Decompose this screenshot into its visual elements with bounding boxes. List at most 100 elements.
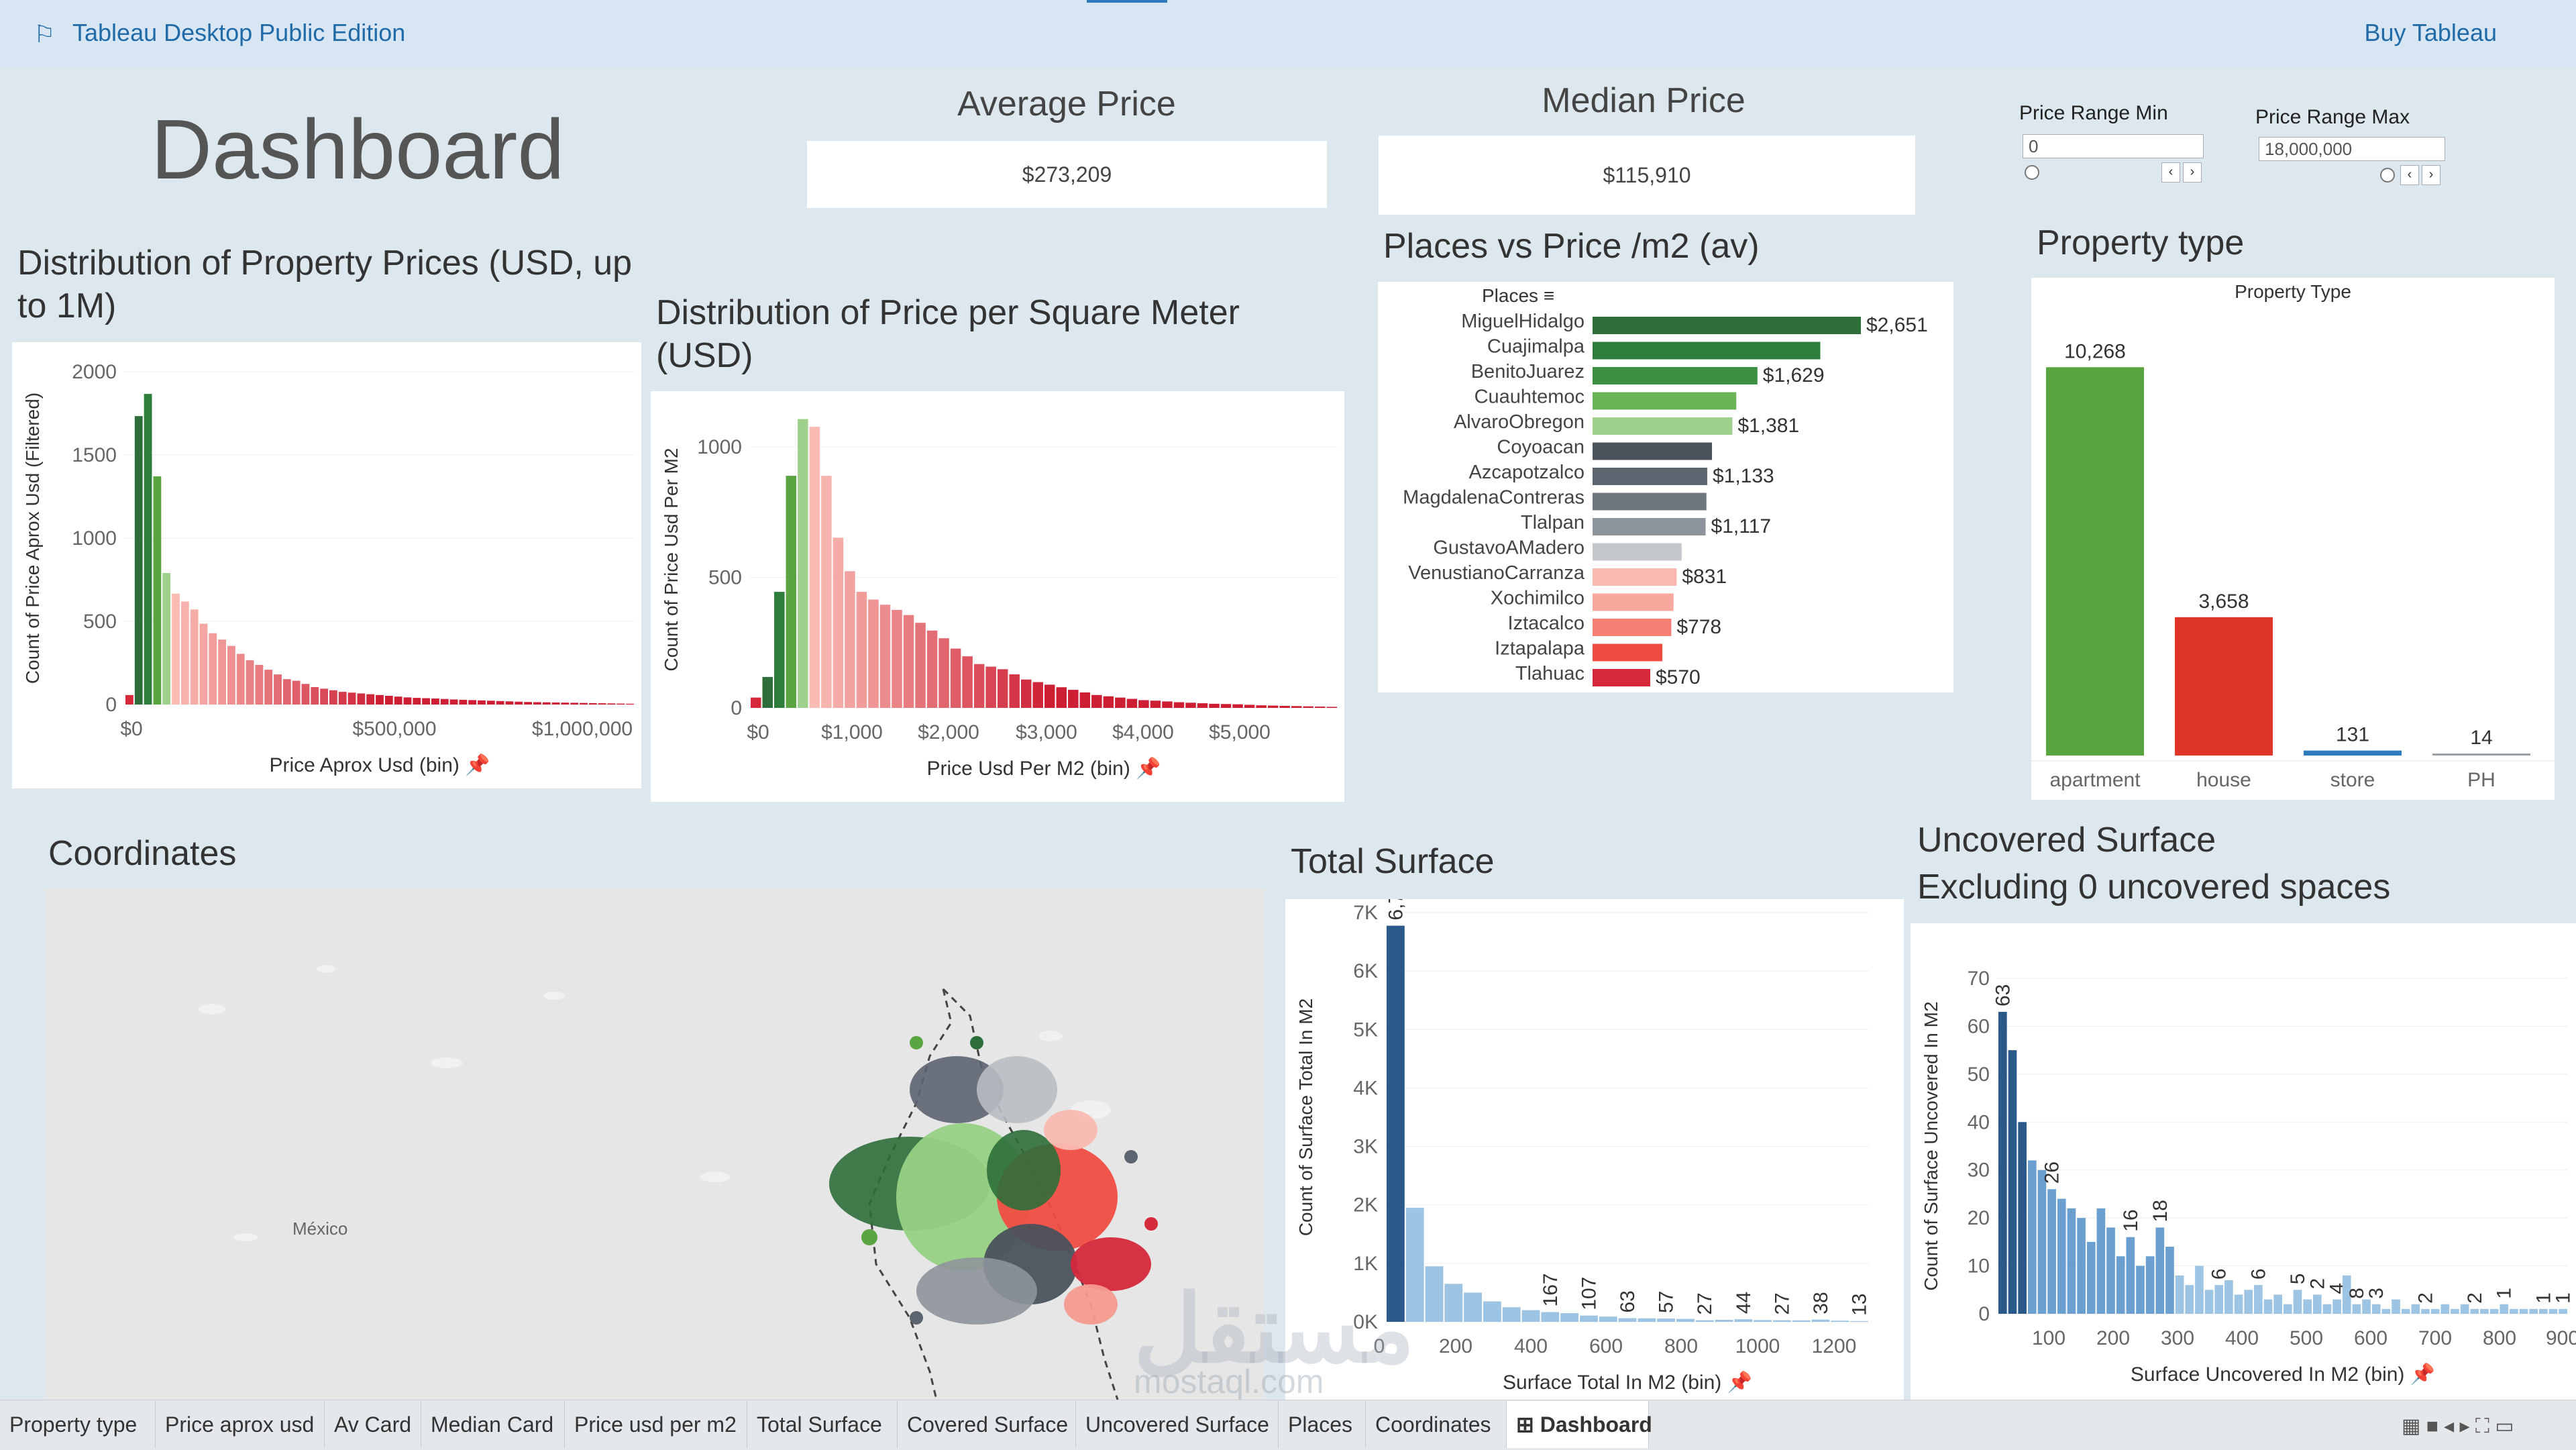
bar: [2539, 1308, 2548, 1314]
data-label: 3,658: [2198, 590, 2249, 613]
tab-av-card[interactable]: Av Card: [325, 1401, 421, 1448]
tab-property-type[interactable]: Property type: [0, 1401, 156, 1448]
tab-price-aprox-usd[interactable]: Price aprox usd: [156, 1401, 325, 1448]
bar: [1009, 674, 1020, 708]
price-min-increment-button[interactable]: ›: [2183, 162, 2202, 183]
price-min-slider-handle[interactable]: [2025, 165, 2039, 180]
bar: [2322, 1304, 2332, 1314]
dist-price-title: Distribution of Property Prices (USD, up…: [17, 244, 633, 325]
price-max-decrement-button[interactable]: ‹: [2400, 165, 2419, 185]
tab-places[interactable]: Places: [1279, 1401, 1366, 1448]
y-axis-title: Count of Surface Uncovered In M2: [1921, 1001, 1941, 1290]
map-points: [829, 1036, 1158, 1325]
y-axis-title: Count of Price Aprox Usd (Filtered): [22, 393, 43, 684]
tab-price-usd-per-m2[interactable]: Price usd per m2: [565, 1401, 747, 1448]
bar: [1079, 692, 1091, 708]
property-type-header: Property Type: [2235, 281, 2351, 302]
price-min-decrement-button[interactable]: ‹: [2161, 162, 2180, 183]
average-price-title: Average Price: [957, 85, 1176, 123]
bar: [997, 669, 1008, 708]
bar: [1267, 705, 1279, 708]
x-tick-label: $1,000: [821, 721, 883, 743]
bar: [2165, 1247, 2174, 1314]
bar: [2440, 1304, 2450, 1314]
bar: [751, 697, 761, 708]
data-label: 18: [2149, 1200, 2171, 1222]
dist-m2-chart: 0 500 1000 $0 $1,000 $2,000 $3,000 $4,000 $5,000…: [661, 419, 1338, 780]
tab-covered-surface[interactable]: Covered Surface: [898, 1401, 1076, 1448]
price-min-label: Price Range Min: [2019, 102, 2168, 124]
view-controls[interactable]: ▦ ■ ◂ ▸ ⛶ ▭: [2402, 1415, 2514, 1437]
x-axis-title: Surface Uncovered In M2 (bin) 📌: [2131, 1361, 2435, 1386]
tab-dashboard-label: Dashboard: [1540, 1412, 1652, 1437]
data-label: $1,133: [1713, 465, 1774, 487]
bar: [1032, 682, 1043, 708]
price-max-input[interactable]: 18,000,000: [2259, 137, 2445, 161]
bar: [2195, 1265, 2204, 1314]
price-max-slider-handle[interactable]: [2380, 168, 2395, 183]
coordinates-map[interactable]: México: [44, 888, 1265, 1400]
buy-tableau-link[interactable]: Buy Tableau: [2364, 19, 2498, 46]
tab-median-card[interactable]: Median Card: [421, 1401, 565, 1448]
bar: [2086, 1241, 2096, 1314]
y-tick-label: 1500: [72, 444, 117, 466]
watermark-url: mostaql.com: [1134, 1363, 1324, 1400]
bar: [1593, 518, 1706, 535]
bar: [1232, 704, 1243, 708]
uncovered-surface-subtitle: Excluding 0 uncovered spaces: [1917, 868, 2391, 907]
bar: [347, 692, 356, 705]
top-bar: ⚐ Tableau Desktop Public Edition Buy Tab…: [0, 0, 2576, 67]
bar: [985, 666, 996, 708]
bar: [1593, 643, 1663, 662]
data-label: 6: [2247, 1268, 2269, 1280]
bar: [2559, 1308, 2567, 1314]
bar: [798, 419, 808, 708]
bar: [1618, 1318, 1637, 1322]
bar: [180, 601, 189, 705]
data-label: 27: [1694, 1292, 1716, 1314]
bar: [1580, 1315, 1598, 1322]
bar: [1103, 696, 1114, 708]
category-label: apartment: [2049, 769, 2141, 791]
y-tick-label: 4K: [1353, 1077, 1378, 1099]
property-type-chart: Property Type 10,268 apartment 3,658 house 13…: [2031, 281, 2555, 791]
bar: [394, 696, 402, 705]
bar: [2067, 1208, 2076, 1314]
bar: [2303, 1299, 2312, 1314]
bar: [1593, 342, 1821, 360]
bar: [329, 690, 337, 705]
bar: [2500, 1304, 2509, 1314]
bar: [915, 623, 926, 708]
median-price-value: $115,910: [1379, 136, 1915, 215]
data-label: 14: [2470, 727, 2492, 749]
price-min-input[interactable]: 0: [2023, 134, 2204, 158]
x-tick-label: 600: [2354, 1327, 2387, 1349]
bar: [1593, 392, 1737, 410]
data-label: 3: [2365, 1288, 2387, 1299]
bar: [2214, 1285, 2224, 1314]
category-label: Tlahuac: [1515, 663, 1585, 684]
bar: [1715, 1319, 1733, 1322]
tab-total-surface[interactable]: Total Surface: [747, 1401, 898, 1448]
x-tick-label: 700: [2418, 1327, 2452, 1349]
bar: [1998, 1012, 2007, 1314]
bar: [542, 702, 551, 705]
bar: [366, 694, 375, 705]
price-max-increment-button[interactable]: ›: [2422, 165, 2440, 185]
bar: [468, 700, 477, 705]
tab-dashboard[interactable]: ⊞ Dashboard: [1507, 1401, 1652, 1448]
bar: [950, 648, 961, 708]
bar: [2175, 1275, 2184, 1314]
bar: [1593, 568, 1677, 586]
tab-uncovered-surface[interactable]: Uncovered Surface: [1076, 1401, 1279, 1448]
bar: [2244, 1290, 2253, 1314]
data-label: 6: [2208, 1268, 2231, 1280]
bar: [2489, 1308, 2499, 1314]
bar: [1185, 703, 1196, 708]
tab-coordinates[interactable]: Coordinates: [1366, 1401, 1507, 1448]
bar: [1444, 1284, 1463, 1322]
x-axis-title: Price Usd Per M2 (bin) 📌: [926, 756, 1161, 780]
bar: [486, 701, 495, 705]
x-tick-label: $5,000: [1209, 721, 1271, 743]
bar: [2342, 1275, 2351, 1314]
